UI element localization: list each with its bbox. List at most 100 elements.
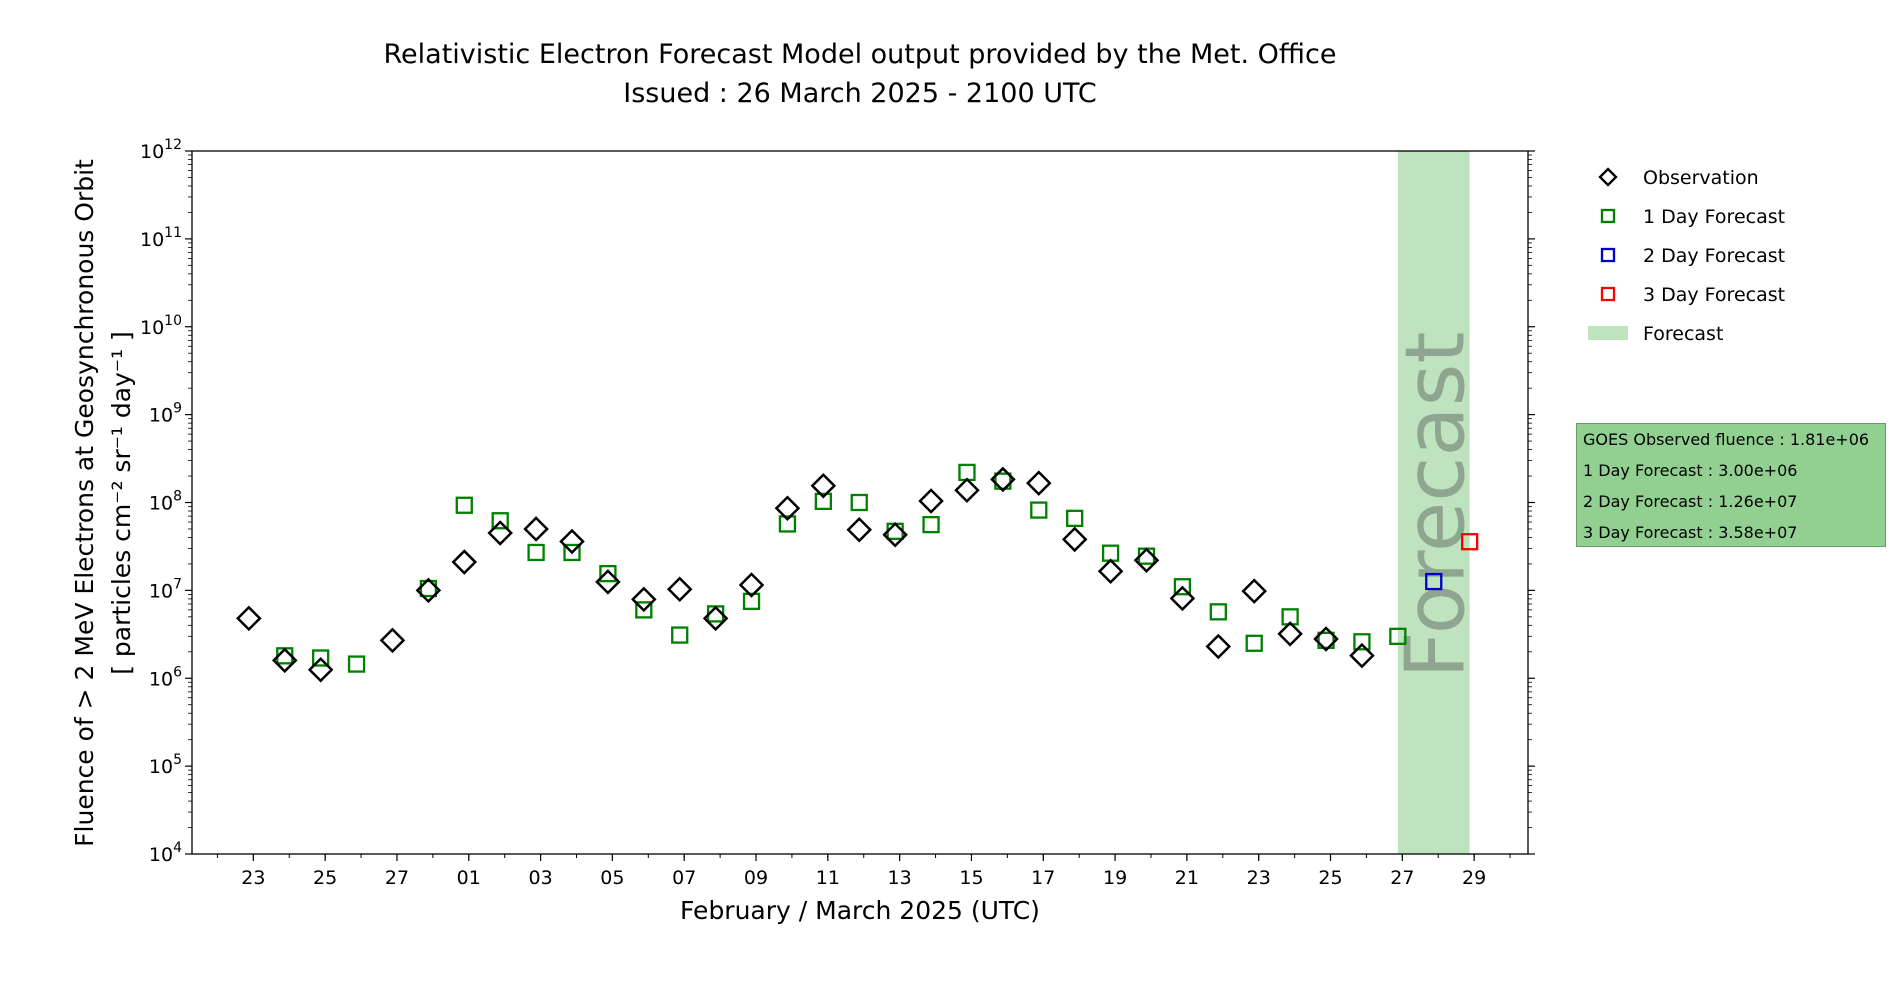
observation-point: [1241, 578, 1267, 604]
x-tick-label: 25: [1318, 867, 1342, 889]
plot-area: Forecast: [236, 151, 1484, 854]
forecast-point: [1173, 578, 1192, 596]
x-tick-label: 23: [241, 867, 265, 889]
x-tick-label: 29: [1462, 867, 1486, 889]
x-tick-label: 25: [313, 867, 337, 889]
legend-patch-icon: [1588, 326, 1628, 340]
forecast-point: [491, 512, 509, 530]
three-day-forecast-text: 3 Day Forecast : 3.58e+07: [1583, 523, 1798, 542]
legend-item: Observation: [1598, 167, 1759, 189]
forecast-point: [671, 626, 689, 644]
forecast-point: [455, 496, 473, 514]
legend-label: 2 Day Forecast: [1643, 245, 1785, 267]
fluence-summary-box: GOES Observed fluence : 1.81e+06 1 Day F…: [1576, 423, 1886, 547]
x-tick-label: 23: [1247, 867, 1271, 889]
x-tick-label: 27: [1390, 867, 1414, 889]
forecast-point: [814, 492, 832, 511]
x-tick-label: 15: [959, 867, 983, 889]
y-tick-label: 108: [149, 489, 182, 515]
legend-label: Forecast: [1643, 323, 1723, 345]
series-2-day-forecast: [1425, 572, 1443, 591]
forecast-point: [1066, 509, 1084, 528]
observation-point: [702, 605, 729, 632]
x-axis: 23 25 27 01 03 05 07 09 11 13 15 17 19 21 23 25 27 29: [216, 854, 1511, 889]
x-tick-label: 19: [1103, 867, 1127, 889]
forecast-band: [1397, 151, 1470, 854]
observation-point: [1349, 642, 1375, 669]
observation-point: [918, 488, 944, 514]
forecast-point: [527, 543, 545, 562]
legend-label: 1 Day Forecast: [1643, 206, 1785, 228]
x-tick-label: 27: [385, 867, 409, 889]
forecast-point: [742, 592, 761, 611]
forecast-point: [850, 493, 868, 512]
observation-point: [451, 549, 478, 575]
observation-point: [271, 647, 298, 674]
observation-point: [954, 477, 980, 503]
observation-point: [1277, 621, 1303, 647]
observation-point: [379, 627, 406, 654]
forecast-point: [1425, 572, 1443, 591]
y-tick-label: 106: [149, 664, 182, 690]
x-tick-label: 11: [816, 867, 840, 889]
plot-frame: [191, 150, 1529, 855]
forecast-point: [994, 472, 1012, 490]
observation-point: [415, 577, 442, 604]
observation-point: [810, 473, 837, 499]
x-tick-label: 21: [1175, 867, 1199, 889]
forecast-point: [886, 522, 904, 540]
series-3-day-forecast: [1461, 533, 1479, 551]
forecast-point: [1389, 627, 1407, 645]
chart-title: Relativistic Electron Forecast Model out…: [384, 39, 1337, 70]
x-axis-label: February / March 2025 (UTC): [680, 896, 1040, 925]
y-tick-label: 105: [149, 752, 182, 778]
observation-point: [882, 521, 908, 548]
observation-point: [1097, 558, 1124, 585]
forecast-point: [563, 543, 581, 562]
observation-point: [1026, 470, 1052, 496]
chart-subtitle: Issued : 26 March 2025 - 2100 UTC: [623, 78, 1097, 109]
forecast-point: [1353, 633, 1371, 651]
forecast-point: [599, 564, 617, 583]
observation-point: [631, 586, 657, 613]
forecast-point: [1101, 544, 1120, 562]
observation-point: [1313, 626, 1339, 652]
observation-point: [990, 466, 1016, 493]
observation-point: [307, 656, 334, 683]
y-tick-label: 104: [149, 840, 182, 866]
forecast-point: [922, 515, 940, 534]
forecast-point: [312, 649, 330, 667]
observation-point: [487, 520, 513, 546]
one-day-forecast-text: 1 Day Forecast : 3.00e+06: [1583, 461, 1798, 480]
legend-square-icon: [1600, 208, 1616, 224]
x-tick-label: 05: [600, 867, 624, 889]
observation-point: [738, 572, 765, 598]
y-tick-label: 1011: [140, 225, 182, 251]
y-axis-label: Fluence of > 2 MeV Electrons at Geosynch…: [70, 159, 136, 847]
y-axis-label-line2: [ particles cm⁻² sr⁻¹ day⁻¹ ]: [107, 331, 136, 675]
legend-item: 2 Day Forecast: [1600, 245, 1785, 267]
y-axis: 104 105 106 107 108 109 1010 1011 1012: [140, 137, 1535, 866]
x-tick-label: 01: [457, 867, 481, 889]
legend-label: Observation: [1643, 167, 1759, 189]
forecast-point: [635, 601, 653, 619]
observation-point: [1133, 547, 1160, 574]
observation-point: [523, 516, 549, 542]
forecast-point: [1317, 631, 1335, 649]
forecast-point: [347, 655, 366, 673]
legend-item: 1 Day Forecast: [1600, 206, 1785, 228]
x-tick-label: 03: [528, 867, 552, 889]
forecast-point: [1245, 634, 1263, 652]
legend-item: 3 Day Forecast: [1600, 284, 1785, 306]
y-axis-label-line1: Fluence of > 2 MeV Electrons at Geosynch…: [70, 159, 99, 847]
forecast-point: [778, 515, 797, 533]
x-tick-label: 17: [1031, 867, 1055, 889]
two-day-forecast-text: 2 Day Forecast : 1.26e+07: [1583, 492, 1798, 511]
observation-point: [1169, 585, 1196, 612]
y-tick-label: 107: [149, 576, 182, 602]
forecast-point: [1209, 603, 1227, 621]
series-1-day-forecast: [276, 463, 1407, 673]
y-tick-label: 1012: [140, 137, 182, 163]
forecast-point: [1461, 533, 1479, 551]
